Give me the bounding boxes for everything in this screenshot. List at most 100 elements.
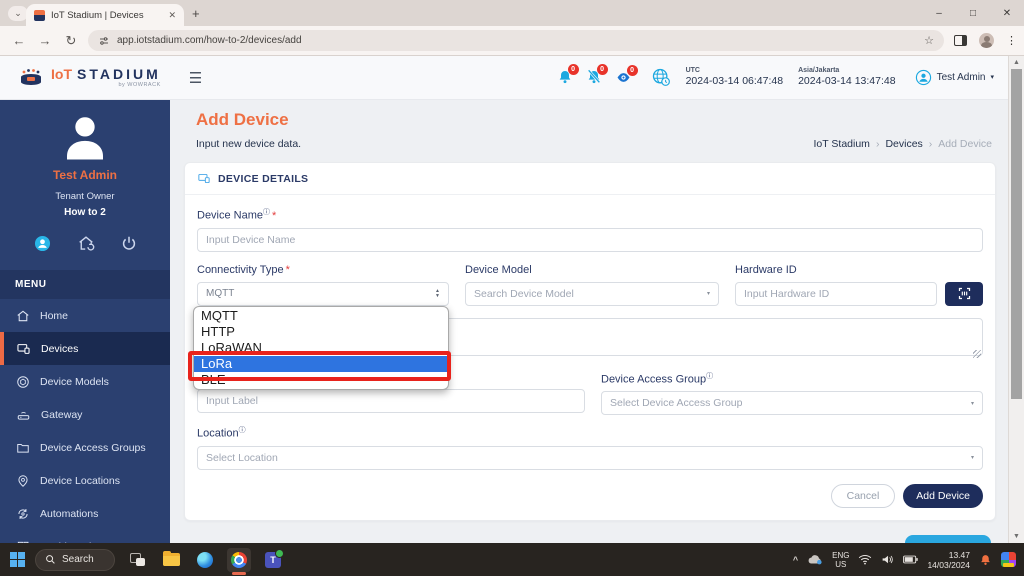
tenant-home-icon[interactable] xyxy=(76,234,96,253)
logout-power-icon[interactable] xyxy=(120,234,138,253)
logo-text-stadium: STADIUM xyxy=(77,65,161,82)
teams-button[interactable]: T xyxy=(261,548,285,572)
onedrive-cloud-icon[interactable] xyxy=(807,554,823,565)
option-lora-highlighted[interactable]: LoRa xyxy=(194,355,448,372)
scroll-down-icon[interactable]: ▼ xyxy=(1013,533,1020,540)
profile-role: Tenant Owner xyxy=(55,191,115,202)
tray-expand-icon[interactable]: ^ xyxy=(792,554,799,565)
search-icon xyxy=(46,555,55,564)
scroll-up-icon[interactable]: ▲ xyxy=(1013,59,1020,66)
scan-hardware-id-button[interactable] xyxy=(945,281,983,306)
side-panel-icon[interactable] xyxy=(954,35,967,46)
sidebar-item-home[interactable]: Home xyxy=(0,299,170,332)
add-device-button[interactable]: Add Device xyxy=(903,483,983,508)
sidebar-item-device-access-groups[interactable]: Device Access Groups xyxy=(0,431,170,464)
browser-tab[interactable]: IoT Stadium | Devices ✕ xyxy=(26,4,184,26)
tray-app-icon[interactable] xyxy=(1001,552,1016,567)
menu-section-title: MENU xyxy=(0,270,170,299)
page-scrollbar[interactable]: ▲ ▼ xyxy=(1008,56,1024,543)
scrollbar-thumb[interactable] xyxy=(1011,69,1022,399)
site-settings-icon[interactable] xyxy=(98,35,110,47)
back-button[interactable]: ← xyxy=(12,33,26,48)
minimize-button[interactable]: – xyxy=(936,7,942,19)
close-button[interactable]: ✕ xyxy=(1002,7,1012,19)
tray-clock[interactable]: 13.47 14/03/2024 xyxy=(927,550,970,570)
page-subtitle: Input new device data. xyxy=(196,138,302,150)
cancel-button[interactable]: Cancel xyxy=(830,483,896,508)
window-controls: – □ ✕ xyxy=(922,0,1024,26)
sidebar-item-gateway[interactable]: Gateway xyxy=(0,398,170,431)
location-placeholder: Select Location xyxy=(206,451,278,464)
sidebar-toggle-icon[interactable]: ☰ xyxy=(188,69,203,87)
volume-icon[interactable] xyxy=(881,554,894,565)
tab-search-chevron-icon[interactable]: ⌄ xyxy=(8,6,28,21)
windows-taskbar: Search T ^ ENG US 13.47 1 xyxy=(0,543,1024,576)
stadium-logo-icon xyxy=(21,68,41,85)
home-icon xyxy=(17,310,29,321)
edge-icon xyxy=(197,551,213,568)
bookmark-star-icon[interactable]: ☆ xyxy=(924,35,934,47)
option-mqtt[interactable]: MQTT xyxy=(201,307,238,323)
reload-button[interactable]: ↻ xyxy=(65,32,77,48)
sidebar-item-devices[interactable]: Devices xyxy=(0,332,170,365)
hardware-id-input[interactable] xyxy=(735,281,937,306)
tray-notification-bell-icon[interactable] xyxy=(979,553,992,567)
device-name-input[interactable] xyxy=(197,227,983,252)
barcode-scan-icon xyxy=(958,288,970,300)
breadcrumb-link-home[interactable]: IoT Stadium xyxy=(813,138,870,150)
user-menu[interactable]: Test Admin ▾ xyxy=(915,69,994,86)
chevron-down-icon: ▾ xyxy=(970,400,974,407)
start-button[interactable] xyxy=(10,552,25,567)
breadcrumb-link-devices[interactable]: Devices xyxy=(885,138,923,150)
option-lorawan[interactable]: LoRaWAN xyxy=(201,339,262,355)
browser-menu-icon[interactable]: ⋮ xyxy=(1006,35,1017,47)
muted-notifications-button[interactable]: 0 xyxy=(586,64,608,85)
address-bar[interactable]: app.iotstadium.com/how-to-2/devices/add … xyxy=(88,30,944,51)
device-model-select[interactable]: Search Device Model ▾ xyxy=(465,281,719,306)
new-tab-button[interactable]: + xyxy=(192,6,200,21)
browser-profile-avatar[interactable] xyxy=(979,33,994,48)
sidebar-item-device-locations[interactable]: Device Locations xyxy=(0,464,170,497)
connectivity-type-label: Connectivity Type * xyxy=(197,263,290,276)
connectivity-type-select[interactable]: MQTT ▲ ▼ xyxy=(197,281,449,306)
label-input[interactable] xyxy=(197,388,585,413)
task-view-button[interactable] xyxy=(125,548,149,572)
wifi-icon[interactable] xyxy=(858,554,872,565)
language-indicator[interactable]: ENG US xyxy=(832,550,850,569)
local-time: 2024-03-14 13:47:48 xyxy=(798,75,896,88)
notifications-bell-button[interactable]: 0 xyxy=(557,64,579,85)
sidebar-item-device-models[interactable]: Device Models xyxy=(0,365,170,398)
connectivity-dropdown-list: MQTT HTTP LoRaWAN LoRa BLE xyxy=(193,305,449,390)
sidebar-profile: Test Admin Tenant Owner How to 2 xyxy=(0,100,170,253)
sidebar-item-automations[interactable]: Automations xyxy=(0,497,170,530)
option-http[interactable]: HTTP xyxy=(201,323,235,339)
taskbar-search[interactable]: Search xyxy=(35,548,115,571)
device-details-card: DEVICE DETAILS Device Nameⓘ* Connectivit… xyxy=(184,162,996,521)
notification-count-badge: 0 xyxy=(567,64,579,76)
device-model-placeholder: Search Device Model xyxy=(474,287,574,300)
chat-widget-button[interactable] xyxy=(905,535,991,544)
chrome-button-active[interactable] xyxy=(227,547,251,575)
required-asterisk: * xyxy=(272,209,277,222)
device-access-group-select[interactable]: Select Device Access Group ▾ xyxy=(601,391,983,416)
watch-list-button[interactable]: 0 xyxy=(615,64,638,85)
section-title: DEVICE DETAILS xyxy=(218,172,309,185)
tab-close-icon[interactable]: ✕ xyxy=(168,9,176,20)
option-ble[interactable]: BLE xyxy=(201,371,226,387)
file-explorer-button[interactable] xyxy=(159,548,183,572)
bell-icon xyxy=(559,71,570,84)
account-icon[interactable] xyxy=(33,234,52,253)
resize-grip-icon[interactable] xyxy=(973,349,981,358)
forward-button[interactable]: → xyxy=(38,33,52,48)
location-select[interactable]: Select Location ▾ xyxy=(197,445,983,470)
edge-button[interactable] xyxy=(193,548,217,572)
info-icon: ⓘ xyxy=(706,372,714,380)
maximize-button[interactable]: □ xyxy=(969,7,977,19)
sidebar-item-label: Device Locations xyxy=(40,474,120,487)
notification-count-badge: 0 xyxy=(596,64,608,76)
breadcrumb-separator: › xyxy=(875,138,880,150)
sidebar-item-dashboard[interactable]: Dashboard xyxy=(0,530,170,543)
battery-icon[interactable] xyxy=(903,555,919,564)
required-asterisk: * xyxy=(285,263,290,276)
tray-date: 14/03/2024 xyxy=(927,559,970,570)
